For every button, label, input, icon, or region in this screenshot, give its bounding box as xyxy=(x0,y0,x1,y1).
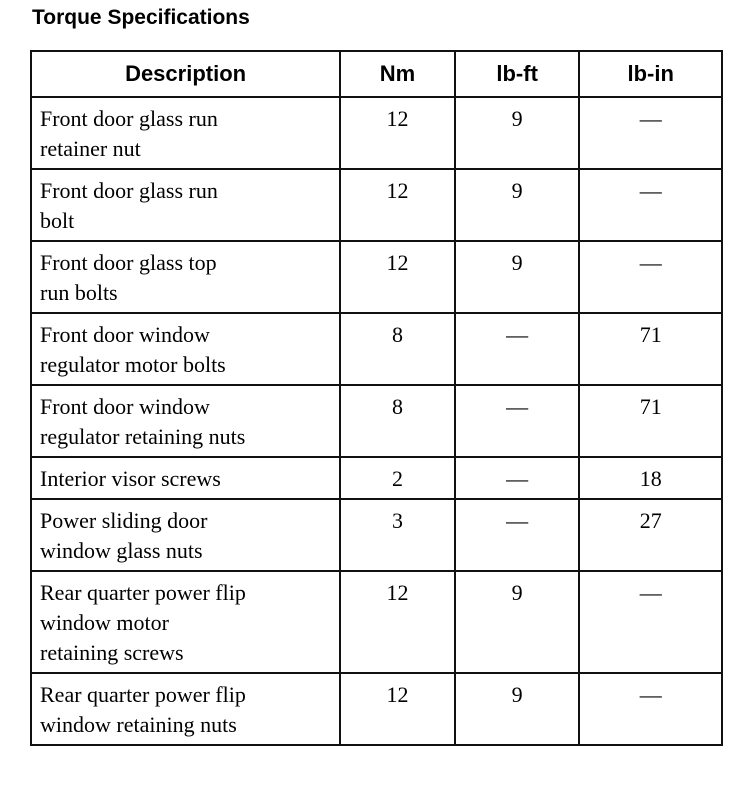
cell-lb-in: 18 xyxy=(578,456,723,500)
table-row: Front door window regulator motor bolts 8—… xyxy=(29,312,723,386)
cell-nm: 12 xyxy=(339,672,456,746)
cell-lb-in: — xyxy=(578,240,723,314)
table-row: Front door window regulator retaining nut… xyxy=(29,384,723,458)
cell-description: Front door glass run bolt xyxy=(29,168,342,242)
cell-lb-ft: — xyxy=(453,456,581,500)
cell-nm: 12 xyxy=(339,570,456,674)
cell-lb-ft: — xyxy=(453,312,581,386)
cell-nm: 3 xyxy=(339,498,456,572)
cell-lb-ft: 9 xyxy=(453,672,581,746)
table-row: Front door glass run retainer nut 12 9— xyxy=(29,96,723,170)
table-row: Interior visor screws 2—18 xyxy=(29,456,723,500)
cell-description: Rear quarter power flip window retaining … xyxy=(29,672,342,746)
cell-lb-ft: — xyxy=(453,384,581,458)
cell-description: Power sliding door window glass nuts xyxy=(29,498,342,572)
table-row: Front door glass top run bolts 12 9— xyxy=(29,240,723,314)
header-description: Description xyxy=(29,50,342,98)
cell-lb-in: — xyxy=(578,672,723,746)
cell-lb-ft: — xyxy=(453,498,581,572)
cell-nm: 12 xyxy=(339,168,456,242)
cell-lb-in: — xyxy=(578,570,723,674)
cell-description: Front door window regulator retaining nut… xyxy=(29,384,342,458)
cell-nm: 2 xyxy=(339,456,456,500)
header-nm: Nm xyxy=(339,50,456,98)
cell-lb-ft: 9 xyxy=(453,570,581,674)
cell-description: Rear quarter power flip window motor retai… xyxy=(29,570,342,674)
cell-description: Interior visor screws xyxy=(29,456,342,500)
cell-nm: 8 xyxy=(339,312,456,386)
table-row: Rear quarter power flip window motor retai… xyxy=(29,570,723,674)
cell-lb-ft: 9 xyxy=(453,240,581,314)
table-row: Front door glass run bolt 12 9— xyxy=(29,168,723,242)
cell-lb-ft: 9 xyxy=(453,96,581,170)
header-lb-in: lb-in xyxy=(578,50,723,98)
cell-lb-in: 71 xyxy=(578,384,723,458)
cell-lb-ft: 9 xyxy=(453,168,581,242)
cell-lb-in: — xyxy=(578,96,723,170)
header-lb-ft: lb-ft xyxy=(453,50,581,98)
cell-lb-in: 71 xyxy=(578,312,723,386)
cell-nm: 12 xyxy=(339,240,456,314)
table-row: Rear quarter power flip window retaining … xyxy=(29,672,723,746)
cell-lb-in: — xyxy=(578,168,723,242)
torque-spec-table: Description Nm lb-ft lb-in Front door gl… xyxy=(29,50,723,746)
cell-nm: 12 xyxy=(339,96,456,170)
header-row: Description Nm lb-ft lb-in xyxy=(29,50,723,98)
cell-lb-in: 27 xyxy=(578,498,723,572)
cell-description: Front door glass top run bolts xyxy=(29,240,342,314)
page-title: Torque Specifications xyxy=(32,6,250,29)
cell-description: Front door glass run retainer nut xyxy=(29,96,342,170)
cell-nm: 8 xyxy=(339,384,456,458)
table-row: Power sliding door window glass nuts 3—27 xyxy=(29,498,723,572)
cell-description: Front door window regulator motor bolts xyxy=(29,312,342,386)
